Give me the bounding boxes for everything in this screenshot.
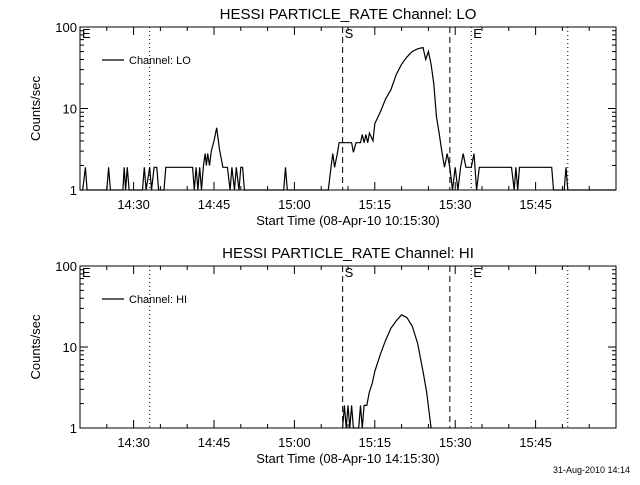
x-tick-label: 15:30 [439,197,472,212]
marker-label: E [473,26,482,41]
y-axis-label: Counts/sec [28,314,43,380]
x-axis-label: Start Time (08-Apr-10 14:15:30) [256,451,440,466]
x-tick-label: 15:15 [359,197,392,212]
marker-label: E [82,26,91,41]
y-axis-label: Counts/sec [28,75,43,141]
x-tick-label: 15:45 [519,435,552,450]
series-line [80,46,616,191]
y-tick-label: 1 [70,183,77,198]
y-tick-label: 100 [55,20,77,35]
y-tick-label: 10 [63,102,77,117]
marker-label: S [345,26,354,41]
x-tick-label: 14:30 [117,435,150,450]
chart-title: HESSI PARTICLE_RATE Channel: HI [222,245,474,262]
x-tick-label: 14:30 [117,197,150,212]
y-tick-label: 100 [55,259,77,274]
x-tick-label: 15:15 [359,435,392,450]
y-tick-label: 1 [70,421,77,436]
x-tick-label: 15:30 [439,435,472,450]
x-tick-label: 15:00 [278,197,311,212]
chart-title: HESSI PARTICLE_RATE Channel: LO [220,6,477,23]
x-tick-label: 14:45 [198,435,231,450]
x-tick-label: 15:00 [278,435,311,450]
x-tick-label: 14:45 [198,197,231,212]
footer-timestamp: 31-Aug-2010 14:14 [552,465,630,475]
series-line [342,314,432,429]
chart-panel-hi: HESSI PARTICLE_RATE Channel: HI 1 10 100 14:… [28,245,617,466]
x-axis-label: Start Time (08-Apr-10 10:15:30) [256,213,440,228]
marker-label: S [345,265,354,280]
plot-frame [79,26,617,191]
x-tick-label: 15:45 [519,197,552,212]
marker-label: E [82,265,91,280]
chart-panel-lo: HESSI PARTICLE_RATE Channel: LO 1 10 100 14:… [28,6,617,228]
legend-label: Channel: HI [129,294,187,306]
y-tick-label: 10 [63,340,77,355]
plot-frame [79,265,617,429]
marker-label: E [473,265,482,280]
legend-label: Channel: LO [129,55,191,67]
